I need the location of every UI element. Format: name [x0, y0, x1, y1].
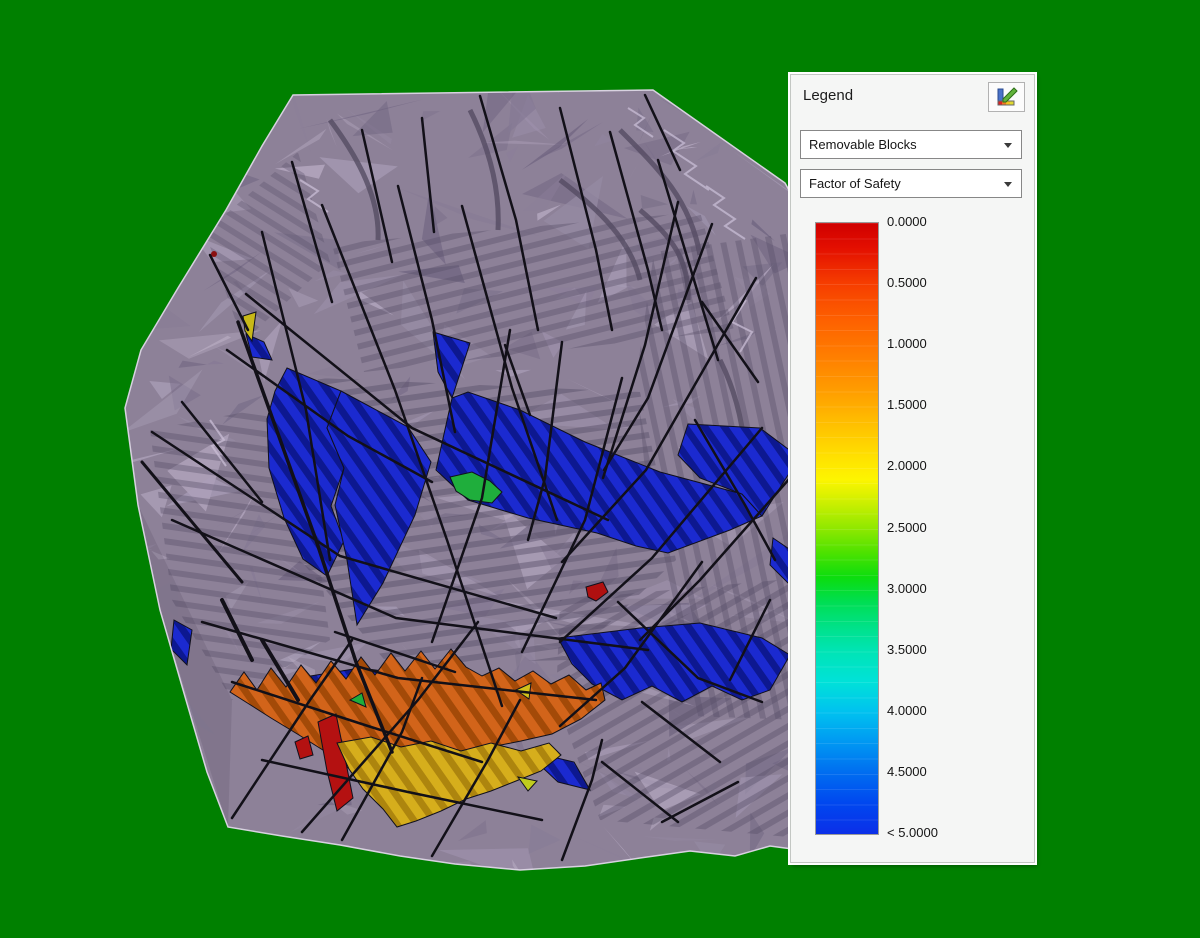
removable-blocks-overlay	[170, 251, 796, 828]
color-scale-tick: 1.0000	[887, 336, 927, 352]
color-scale-tick: 2.0000	[887, 458, 927, 474]
legend-settings-button[interactable]	[988, 82, 1025, 112]
legend-title: Legend	[803, 87, 854, 104]
fracture-traces	[140, 93, 792, 862]
color-scale-tick: 0.0000	[887, 214, 927, 229]
legend-view-dropdown[interactable]: Removable Blocks	[800, 130, 1022, 159]
color-scale-tick: 4.0000	[887, 702, 927, 718]
legend-edit-icon	[997, 87, 1018, 106]
color-scale-tick: 2.5000	[887, 519, 927, 535]
color-scale-tick: 0.5000	[887, 275, 927, 291]
color-scale-tick: 1.5000	[887, 397, 927, 413]
chevron-down-icon	[1004, 182, 1012, 187]
color-scale-tick: 4.5000	[887, 763, 927, 779]
legend-property-dropdown[interactable]: Factor of Safety	[800, 169, 1022, 198]
color-scale-tick: 3.0000	[887, 580, 927, 596]
legend-view-dropdown-value: Removable Blocks	[809, 137, 917, 152]
legend-panel: Legend Removable Blocks Factor of Safety…	[790, 74, 1035, 863]
color-scale-tick: < 5.0000	[887, 825, 938, 840]
color-scale-bar	[815, 222, 879, 835]
color-scale-tick: 3.5000	[887, 641, 927, 657]
color-scale-quantize-bands	[816, 223, 878, 834]
legend-property-dropdown-value: Factor of Safety	[809, 176, 901, 191]
chevron-down-icon	[1004, 143, 1012, 148]
